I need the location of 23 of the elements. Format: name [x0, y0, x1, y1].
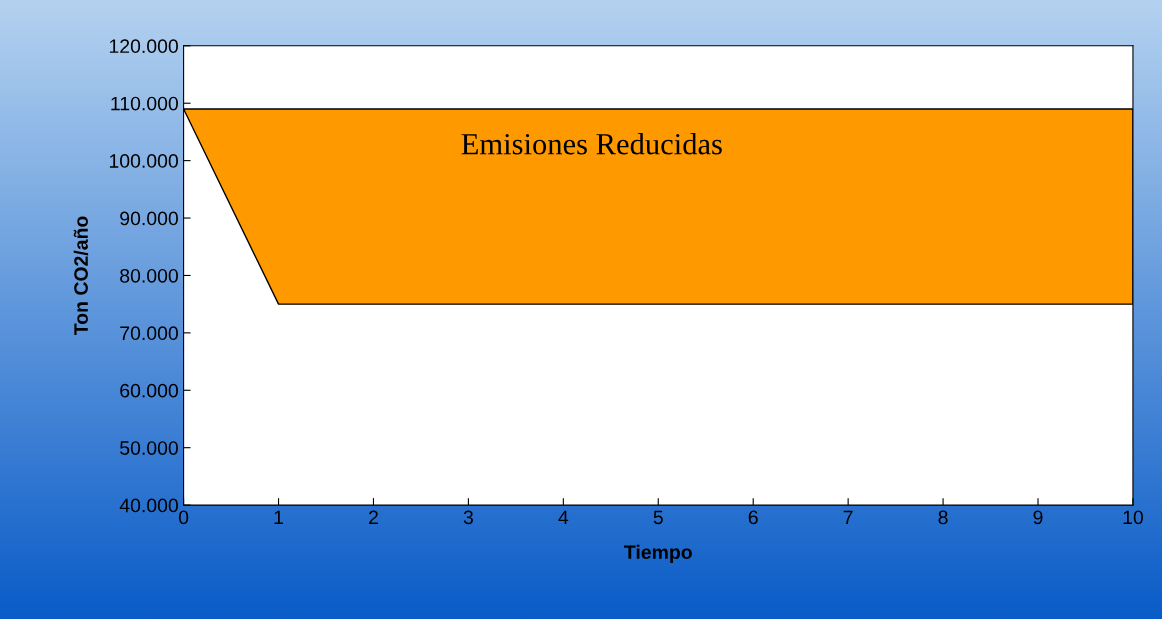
y-axis-title: Ton CO2/año: [73, 216, 89, 336]
x-tick-label: 6: [748, 510, 758, 525]
x-tick-label: 0: [178, 510, 189, 525]
x-axis-title: Tiempo: [624, 544, 692, 563]
y-tick-label: 80.000: [120, 268, 178, 283]
y-tick-label: 70.000: [120, 326, 178, 341]
y-tick-label: 110.000: [111, 96, 178, 111]
x-tick-label: 1: [274, 510, 283, 525]
x-tick-label: 2: [369, 510, 378, 525]
y-tick-label: 100.000: [109, 154, 178, 168]
x-tick-label: 5: [653, 510, 663, 525]
x-tick-label: 7: [843, 510, 853, 525]
y-tick-label: 90.000: [120, 211, 178, 226]
annotation: Emisiones Reducidas: [461, 133, 722, 155]
x-tick-label: 9: [1033, 510, 1043, 525]
y-tick-label: 50.000: [120, 441, 178, 455]
y-tick-label: 60.000: [120, 383, 178, 398]
x-tick-label: 10: [1123, 510, 1143, 525]
x-tick-label: 8: [938, 510, 948, 525]
y-tick-label: 40.000: [119, 498, 178, 513]
x-tick-label: 3: [463, 510, 473, 525]
x-tick-label: 4: [558, 510, 569, 525]
y-tick-label: 120.000: [109, 39, 178, 54]
